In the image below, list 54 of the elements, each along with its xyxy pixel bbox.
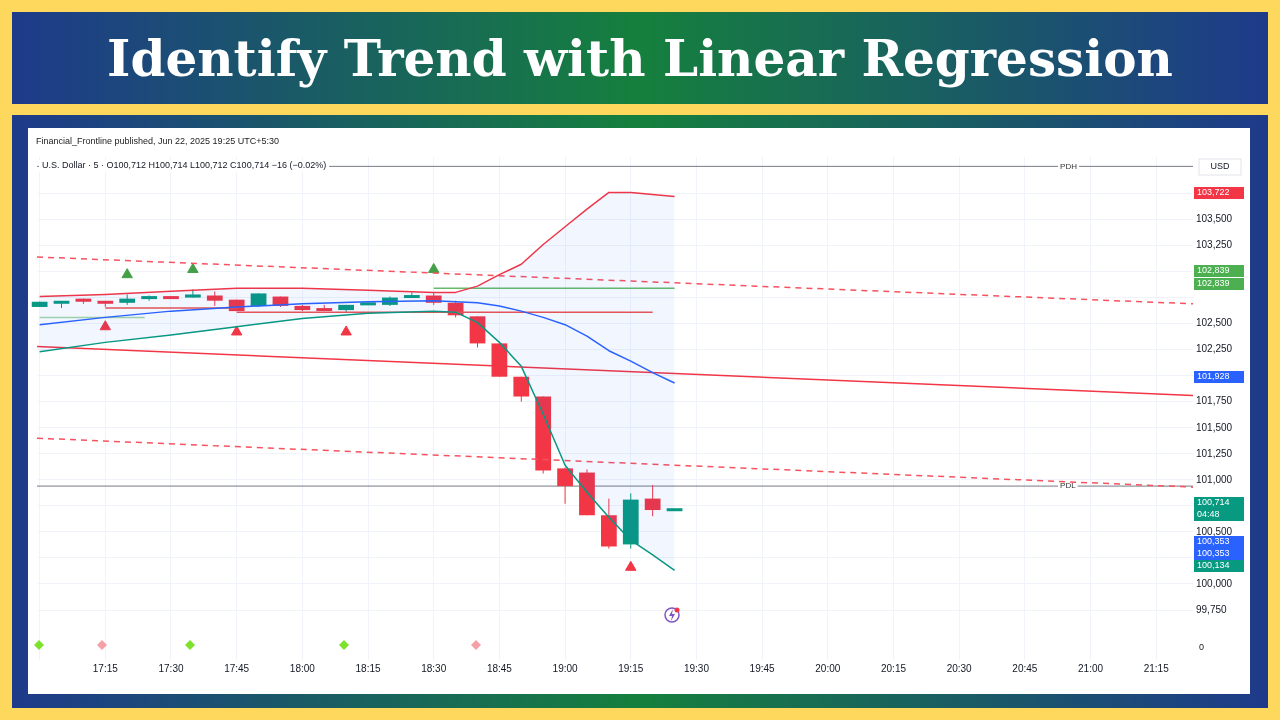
y-tick-label: 102,500 [1196,317,1233,329]
x-tick-label: 19:45 [749,662,776,674]
candlestick [184,288,201,299]
x-tick-label: 20:00 [815,662,841,674]
text: 101,928 [1197,371,1230,382]
candlestick [513,376,530,403]
text: USD [1210,161,1230,172]
candlestick [644,484,661,517]
y-tick-label: 101,750 [1196,395,1233,407]
x-tick-label: 20:15 [880,662,907,674]
x-tick-label: 18:00 [289,662,316,674]
ref-line-label: PDH [1060,161,1078,171]
text: 102,839 [1197,278,1230,289]
x-tick-label: 19:00 [552,662,579,674]
x-tick-label: 20:45 [1012,662,1038,674]
x-tick-label: 17:15 [92,662,119,674]
point [230,325,243,336]
text: 100,353 [1197,536,1230,547]
y-tick-label: 102,250 [1196,343,1233,355]
x-tick-label: 18:45 [486,662,513,674]
chart-subtitle: Financial_Frontline published, Jun 22, 2025 19:25 UTC+5:30 [36,136,279,146]
candlestick [557,466,573,505]
y-tick-label: 101,500 [1196,421,1233,433]
text: 0 [1199,642,1205,653]
y-tick-label: 101,000 [1196,473,1233,485]
text: 100,353 [1197,548,1230,559]
point [99,320,112,331]
text: 102,839 [1197,265,1230,276]
y-tick-label: 99,750 [1196,603,1228,615]
x-tick-label: 18:30 [421,662,447,674]
annotation: U.S. Dollar · 5 · O100,712 H100,714 L100,712 C100,714 −16 (−0.02%) [42,160,327,171]
text: 04:48 [1197,509,1220,520]
ref-line-label: PDL [1060,481,1077,491]
chart-title: Identify Trend with Linear Regression [107,28,1173,88]
x-tick-label: 18:15 [355,662,381,674]
x-tick-label: 17:30 [158,662,184,674]
x-tick-label: 17:45 [224,662,250,674]
point [340,325,352,336]
point [625,560,637,571]
point [428,262,440,273]
text: 103,722 [1197,187,1230,198]
x-tick-label: 20:30 [946,662,973,674]
text: 100,714 [1197,497,1230,508]
point [121,268,133,279]
x-tick-label: 19:15 [618,662,644,674]
y-tick-label: 100,500 [1196,525,1233,537]
x-tick-label: 21:00 [1078,662,1104,674]
text: 100,134 [1197,560,1230,571]
x-tick-label: 21:15 [1143,662,1170,674]
y-tick-label: 100,000 [1196,577,1233,589]
x-tick-label: 19:30 [683,662,710,674]
y-tick-label: 103,250 [1196,239,1233,251]
y-tick-label: 103,500 [1196,213,1233,225]
y-tick-label: 101,250 [1196,447,1233,459]
